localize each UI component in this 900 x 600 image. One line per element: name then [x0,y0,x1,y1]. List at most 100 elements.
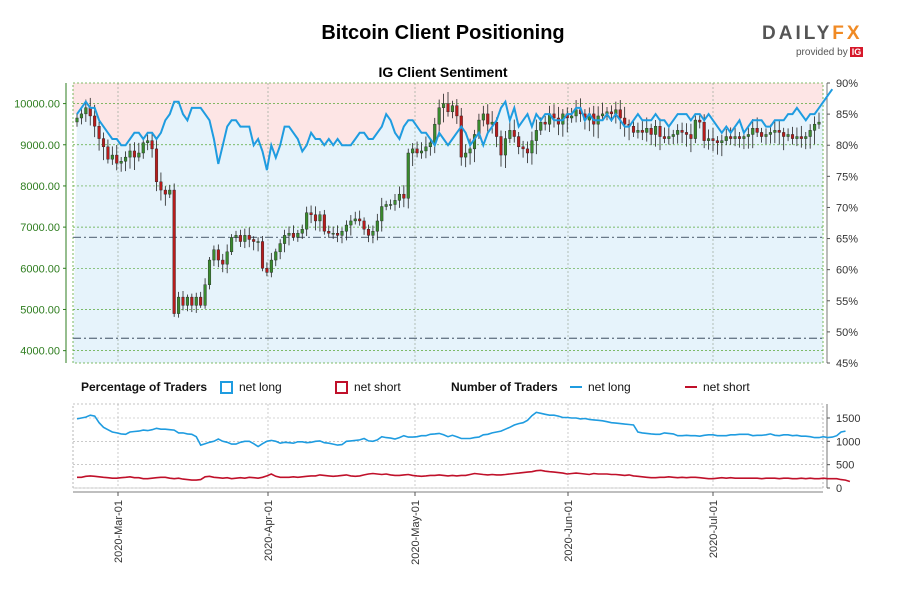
x-tick-label: 2020-Apr-01 [263,500,275,561]
candle-body [495,121,499,137]
candle-body [402,193,406,199]
candle-body [707,138,711,141]
candle-body [274,251,278,261]
candle-body [455,105,459,117]
candle-body [300,228,304,234]
net-short-area [73,83,833,171]
candle-body [777,130,781,133]
candle-body [216,249,220,261]
candle-body [75,117,79,123]
brand-fx: FX [832,23,863,44]
candle-body [755,128,759,133]
candle-body [283,235,287,244]
pct-tick-label: 45% [836,358,858,370]
candle-body [733,136,737,139]
candle-body [318,214,322,222]
candle-body [742,136,746,139]
candle-body [508,130,512,139]
candle-body [172,189,176,314]
candle-body [194,296,198,306]
brand-daily: DAILY [762,23,833,44]
candle-body [746,134,750,137]
candle-body [296,233,300,238]
net-long-traders-line [76,411,846,448]
candle-body [141,142,145,154]
net-long-pct-line [76,88,834,171]
candle-body [150,140,154,150]
price-tick-label: 6000.00 [20,263,60,275]
candle-body [384,204,388,207]
candle-body [349,220,353,226]
candle-body [662,136,666,139]
net-short-line-icon [685,386,697,388]
candle-body [362,220,366,230]
pct-tick-label: 75% [836,171,858,183]
candle-body [146,140,150,143]
x-tick-label: 2020-Jul-01 [708,500,720,558]
candle-body [243,235,247,242]
candle-body [234,235,238,238]
candle-body [137,152,141,158]
candle-body [808,130,812,137]
candle-body [331,233,335,235]
pct-tick-label: 50% [836,327,858,339]
candle-body [715,140,719,143]
candle-body [698,119,702,123]
candle-body [437,107,441,125]
candle-body [119,161,123,164]
candle-body [543,121,547,125]
candle-body [676,130,680,135]
candle-body [110,154,114,160]
candle-body [247,235,251,240]
legend-pct-net-long: net long [220,380,282,394]
x-tick-label: 2020-May-01 [410,500,422,565]
candle-body [221,259,225,265]
candle-body [530,140,534,154]
candle-body [88,107,92,117]
main-grid [73,83,823,363]
candle-body [574,109,578,117]
candle-body [128,150,132,158]
legend-num-short-label: net short [703,380,750,394]
candle-body [97,126,101,139]
candle-body [499,136,503,156]
candle-body [190,296,194,306]
price-tick-label: 9000.00 [20,140,60,152]
legend-num-net-long: net long [570,380,631,394]
candle-body [225,251,229,265]
legend-num-long-label: net long [588,380,631,394]
candle-body [327,231,331,234]
candle-body [658,126,662,137]
candle-body [340,231,344,236]
candle-body [353,218,357,222]
candle-body [177,296,181,314]
pct-tick-label: 90% [836,78,858,90]
candle-body [813,123,817,131]
price-tick-label: 4000.00 [20,346,60,358]
candle-body [764,134,768,137]
candle-body [667,136,671,139]
net-long-swatch-icon [220,380,233,394]
candle-body [252,239,256,242]
candle-body [684,132,689,135]
candle-body [442,103,446,108]
candle-body [512,130,516,137]
legend-num-heading: Number of Traders [451,380,558,394]
candle-body [358,218,362,222]
candle-body [464,152,468,158]
legend-pct-long-label: net long [239,380,282,394]
candle-body [539,121,543,131]
candle-body [181,296,185,306]
candle-body [534,130,538,141]
candle-body [481,113,485,121]
chart-title: Bitcoin Client Positioning [321,22,565,44]
candle-body [486,113,490,125]
candle-body [336,233,340,236]
candle-body [313,214,318,222]
candle-body [389,204,393,206]
candle-body [203,284,207,306]
candle-body [424,146,428,152]
candle-body [521,146,525,150]
candle-body [689,134,693,139]
